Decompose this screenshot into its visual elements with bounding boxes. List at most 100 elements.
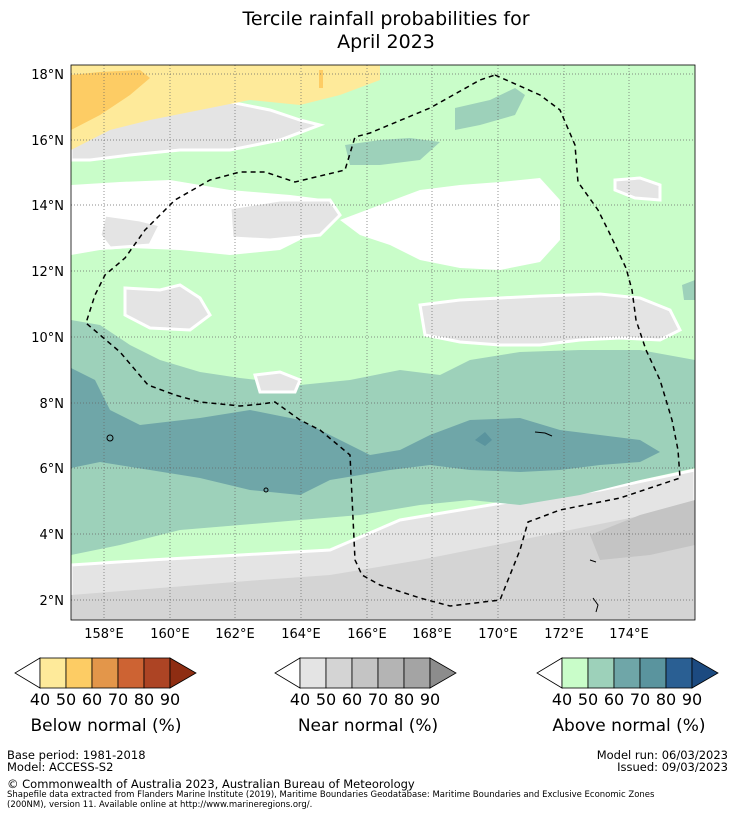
longitude-label: 174°E: [609, 627, 649, 642]
latitude-label: 16°N: [31, 134, 64, 149]
colorbar-tick-label: 70: [629, 690, 651, 709]
colorbar-tick-label: 80: [655, 690, 677, 709]
below-normal-colorbar-segment: [91, 657, 119, 689]
colorbar-tick-label: 80: [393, 690, 415, 709]
shapefile-credit-line-2: (200NM), version 11. Available online at…: [7, 800, 313, 810]
below-normal-40-region: [71, 65, 380, 150]
below-normal-colorbar-segment: [117, 657, 145, 689]
copyright-text: © Commonwealth of Australia 2023, Austra…: [7, 777, 415, 791]
longitude-label: 162°E: [215, 627, 255, 642]
near-normal-colorbar-low-extend: [274, 657, 301, 689]
island: [263, 487, 269, 493]
near-normal-colorbar-segment: [299, 657, 327, 689]
above-normal-colorbar-segment: [639, 657, 667, 689]
title-line-1: Tercile rainfall probabilities for: [242, 8, 530, 30]
longitude-label: 168°E: [412, 627, 452, 642]
near-normal-colorbar-high-extend: [429, 657, 457, 689]
longitude-label: 160°E: [150, 627, 190, 642]
colorbar-tick-label: 40: [29, 690, 51, 709]
near-normal-region-east: [418, 292, 683, 347]
below-normal-colorbar-segment: [65, 657, 93, 689]
above-normal-80-spot: [475, 432, 492, 446]
issued-text: Issued: 09/03/2023: [617, 760, 728, 774]
near-normal-region-west-center: [123, 283, 212, 332]
above-normal-70-region: [71, 368, 660, 495]
map-plot-area: [71, 65, 695, 620]
longitude-label: 158°E: [84, 627, 124, 642]
island: [534, 431, 553, 437]
near-normal-colorbar-segment: [403, 657, 431, 689]
latitude-label: 18°N: [31, 68, 64, 83]
island: [106, 434, 114, 442]
latitude-label: 2°N: [40, 594, 65, 609]
gridlines: [71, 65, 695, 620]
latitude-label: 8°N: [40, 397, 65, 412]
colorbar-tick-label: 90: [681, 690, 703, 709]
above-normal-60-spot-east: [682, 280, 695, 300]
longitude-label: 164°E: [281, 627, 321, 642]
near-normal-region-northwest: [228, 198, 342, 242]
neutral-region-center: [340, 178, 560, 270]
colorbar-tick-label: 80: [133, 690, 155, 709]
near-normal-region-small: [253, 370, 302, 394]
colorbar-tick-label: 70: [107, 690, 129, 709]
colorbar-tick-label: 50: [55, 690, 77, 709]
above-normal-colorbar-segment: [561, 657, 589, 689]
latitude-label: 12°N: [31, 265, 64, 280]
above-normal-colorbar-low-extend: [536, 657, 563, 689]
model-text: Model: ACCESS-S2: [7, 760, 114, 774]
model-run-text: Model run: 06/03/2023: [596, 748, 728, 762]
below-normal-colorbar-high-extend: [169, 657, 197, 689]
above-normal-60-region: [71, 320, 695, 555]
colorbar-tick-label: 90: [419, 690, 441, 709]
island: [589, 559, 597, 563]
near-normal-60-region-se: [590, 500, 695, 560]
above-normal-colorbar: [536, 657, 719, 689]
above-normal-label: Above normal (%): [552, 716, 706, 736]
near-normal-50-region-south: [71, 505, 695, 620]
colorbar-tick-label: 60: [341, 690, 363, 709]
longitude-label: 166°E: [347, 627, 387, 642]
base-period-text: Base period: 1981-2018: [7, 748, 146, 762]
below-normal-50-spot: [319, 70, 323, 88]
latitude-label: 4°N: [40, 528, 65, 543]
map-frame: [70, 64, 696, 621]
latitude-labels: 18°N 16°N 14°N 12°N 10°N 8°N 6°N 4°N 2°N: [31, 68, 64, 609]
below-normal-colorbar-segment: [143, 657, 171, 689]
longitude-label: 172°E: [544, 627, 584, 642]
above-normal-colorbar-segment: [613, 657, 641, 689]
near-normal-label: Near normal (%): [297, 716, 439, 736]
below-normal-colorbar-segment: [39, 657, 67, 689]
near-normal-colorbar-segment: [325, 657, 353, 689]
near-normal-colorbar: [274, 657, 457, 689]
title-line-2: April 2023: [337, 31, 435, 53]
near-normal-region-northeast: [613, 176, 662, 202]
near-normal-colorbar-segment: [377, 657, 405, 689]
island: [592, 597, 599, 613]
latitude-label: 6°N: [40, 462, 65, 477]
above-normal-colorbar-segment: [665, 657, 693, 689]
near-normal-colorbar-segment: [351, 657, 379, 689]
above-normal-60-region-north: [455, 88, 525, 130]
eez-boundary: [85, 74, 681, 607]
below-normal-50-region: [71, 70, 150, 130]
below-normal-colorbar-low-extend: [14, 657, 41, 689]
above-normal-60-region-north-center: [345, 138, 440, 165]
below-normal-colorbar: [14, 657, 197, 689]
above-normal-colorbar-high-extend: [691, 657, 719, 689]
colorbar-tick-label: 40: [551, 690, 573, 709]
forecast-map: 18°N 16°N 14°N 12°N 10°N 8°N 6°N 4°N 2°N 158°E 16…: [31, 64, 696, 642]
latitude-label: 14°N: [31, 199, 64, 214]
colorbar-tick-label: 60: [81, 690, 103, 709]
colorbar-tick-label: 50: [577, 690, 599, 709]
colorbar-tick-label: 50: [315, 690, 337, 709]
colorbar-tick-label: 60: [603, 690, 625, 709]
longitude-label: 170°E: [478, 627, 518, 642]
colorbar-tick-label: 40: [289, 690, 311, 709]
islands: [106, 431, 599, 613]
shapefile-credit-line-1: Shapefile data extracted from Flanders M…: [7, 790, 655, 800]
colorbar-tick-label: 70: [367, 690, 389, 709]
below-normal-label: Below normal (%): [30, 716, 182, 736]
map-title: Tercile rainfall probabilities for April…: [0, 8, 736, 54]
longitude-labels: 158°E 160°E 162°E 164°E 166°E 168°E 170°E 172°E…: [84, 627, 649, 642]
